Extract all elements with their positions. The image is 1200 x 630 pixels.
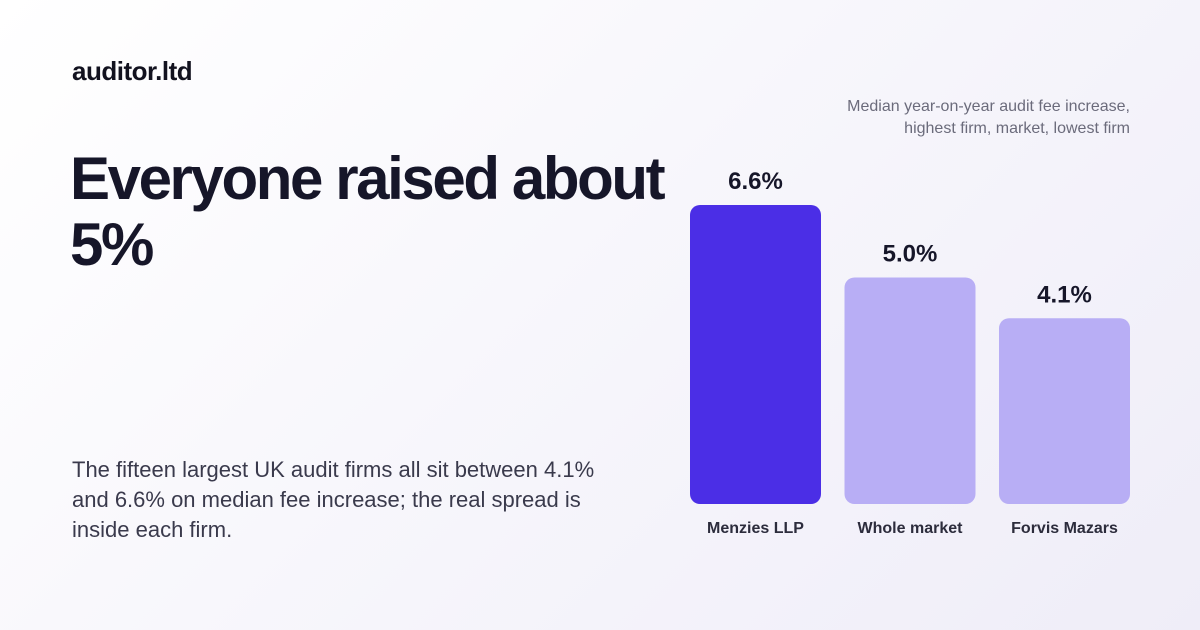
chart-caption-line-2: highest firm, market, lowest firm xyxy=(904,120,1130,137)
bar-category-label-0: Menzies LLP xyxy=(707,520,804,537)
brand-logo: auditor.ltd xyxy=(72,56,193,86)
chart-caption: Median year-on-year audit fee increase, … xyxy=(710,96,1130,140)
bar-category-label-1: Whole market xyxy=(858,520,964,537)
bar-value-label-2: 4.1% xyxy=(1037,281,1092,308)
bar-1 xyxy=(844,277,976,504)
bar-2 xyxy=(999,318,1130,504)
chart-caption-line-1: Median year-on-year audit fee increase, xyxy=(847,98,1130,115)
page-title: Everyone raised about 5% xyxy=(70,145,666,278)
bar-0 xyxy=(690,205,821,504)
summary-text: The fifteen largest UK audit firms all s… xyxy=(72,457,595,542)
bar-category-label-2: Forvis Mazars xyxy=(1011,520,1118,537)
bar-value-label-1: 5.0% xyxy=(883,240,938,267)
bar-value-label-0: 6.6% xyxy=(728,168,783,195)
